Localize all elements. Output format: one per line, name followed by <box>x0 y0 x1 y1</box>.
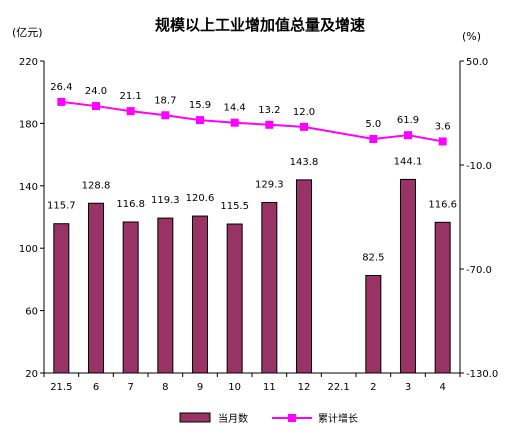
x-tick-label: 10 <box>228 382 241 393</box>
right-tick-label: -10.0 <box>466 161 492 172</box>
x-tick-label: 7 <box>127 382 133 393</box>
line-value-label: 21.1 <box>120 91 142 102</box>
line-marker <box>126 107 135 116</box>
growth-line <box>61 100 443 143</box>
bar-value-label: 129.3 <box>255 179 284 190</box>
legend-line-label: 累计增长 <box>318 412 358 425</box>
bar <box>434 221 451 374</box>
bar <box>122 221 139 374</box>
line-marker <box>196 116 204 125</box>
bar-value-label: 115.7 <box>47 201 76 212</box>
bar <box>226 223 243 374</box>
bar <box>365 275 382 374</box>
x-tick-label: 6 <box>93 382 99 393</box>
line-value-label: 61.9 <box>397 115 419 126</box>
bar <box>53 223 70 374</box>
line-value-label: 24.0 <box>85 86 107 97</box>
x-tick-label: 11 <box>263 382 276 393</box>
bar-value-label: 144.1 <box>394 156 423 167</box>
legend-bar-label: 当月数 <box>218 412 248 425</box>
bar-value-label: 119.3 <box>151 195 180 206</box>
line-marker <box>438 137 447 146</box>
line-marker <box>230 118 239 127</box>
bar <box>88 202 104 374</box>
line-value-label: 14.4 <box>224 103 246 114</box>
plot-area: 20 60 100 140 180 220 -130.0 -70.0 -10.0 50.0 21.5… <box>19 57 498 393</box>
legend-line-marker <box>288 414 296 422</box>
bar <box>296 179 312 374</box>
line-value-label: 13.2 <box>258 105 280 116</box>
line-value-label: 15.9 <box>189 100 211 111</box>
bar-value-label: 143.8 <box>290 157 319 168</box>
chart-title: 规模以上工业增加值总量及增速 <box>155 16 365 34</box>
bar <box>192 215 208 374</box>
bar-value-label: 120.6 <box>186 193 215 204</box>
bar <box>400 178 416 374</box>
left-axis-unit: (亿元) <box>12 26 43 39</box>
line-value-label: 12.0 <box>293 107 315 118</box>
left-tick-label: 140 <box>19 182 38 193</box>
right-axis-unit: (%) <box>462 30 481 43</box>
line-marker <box>404 131 412 140</box>
bar-value-label: 116.6 <box>428 199 457 210</box>
line-value-label: 18.7 <box>154 95 176 106</box>
left-tick-label: 100 <box>19 244 38 255</box>
bar-value-label: 116.8 <box>116 199 145 210</box>
line-marker <box>92 102 100 111</box>
x-tick-label: 4 <box>439 382 445 393</box>
x-tick-label: 21.5 <box>50 382 72 393</box>
line-marker <box>300 122 308 131</box>
x-tick-label: 2 <box>370 382 376 393</box>
line-marker <box>57 97 66 106</box>
bar-value-label: 128.8 <box>82 180 111 191</box>
line-value-label: 5.0 <box>365 119 381 130</box>
legend-bar-swatch <box>179 412 211 423</box>
x-tick-label: 9 <box>197 382 203 393</box>
x-tick-label: 3 <box>405 382 411 393</box>
left-tick-label: 60 <box>25 307 38 318</box>
line-marker <box>265 120 274 129</box>
legend: 当月数 累计增长 <box>179 412 358 425</box>
right-tick-label: 50.0 <box>466 57 488 68</box>
left-tick-label: 220 <box>19 57 38 68</box>
line-marker <box>161 111 170 120</box>
x-tick-label: 12 <box>298 382 311 393</box>
line-value-label: 3.6 <box>435 121 451 132</box>
right-tick-label: -130.0 <box>466 369 498 380</box>
bar-value-label: 115.5 <box>220 201 249 212</box>
bar <box>261 201 278 374</box>
bar <box>157 217 174 374</box>
x-tick-label: 22.1 <box>328 382 350 393</box>
line-marker <box>369 135 378 143</box>
left-tick-label: 20 <box>25 369 38 380</box>
right-tick-label: -70.0 <box>466 265 492 276</box>
bar-value-label: 82.5 <box>362 253 384 264</box>
line-value-label: 26.4 <box>50 82 72 93</box>
x-tick-label: 8 <box>162 382 168 393</box>
left-tick-label: 180 <box>19 119 38 130</box>
